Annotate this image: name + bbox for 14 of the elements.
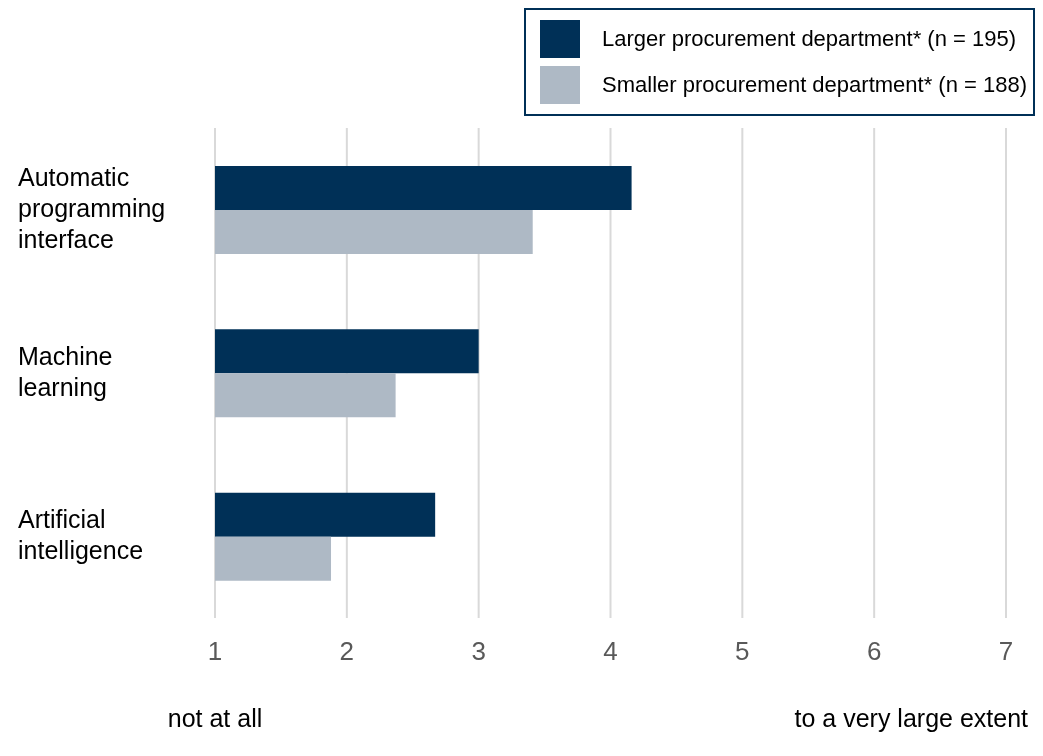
x-tick-label: 4 [603, 636, 618, 667]
legend-label: Smaller procurement department* (n = 188) [601, 71, 1027, 99]
x-tick-label: 3 [471, 636, 486, 667]
y-tick-label: Artificial intelligence [18, 504, 144, 564]
x-tick-label: 1 [207, 636, 223, 667]
text: not at all [167, 704, 263, 733]
x-tick-label: 5 [735, 636, 750, 667]
text: to a very large extent [794, 704, 1028, 733]
x-tick-label: 7 [998, 636, 1014, 667]
y-tick-label: Automatic programming interface [18, 162, 166, 253]
x-tick-label: 6 [866, 636, 882, 667]
y-tick-label: Machine learning [18, 341, 113, 401]
x-tick-label: 2 [339, 636, 355, 667]
legend-label: Larger procurement department* (n = 195) [601, 25, 1017, 53]
